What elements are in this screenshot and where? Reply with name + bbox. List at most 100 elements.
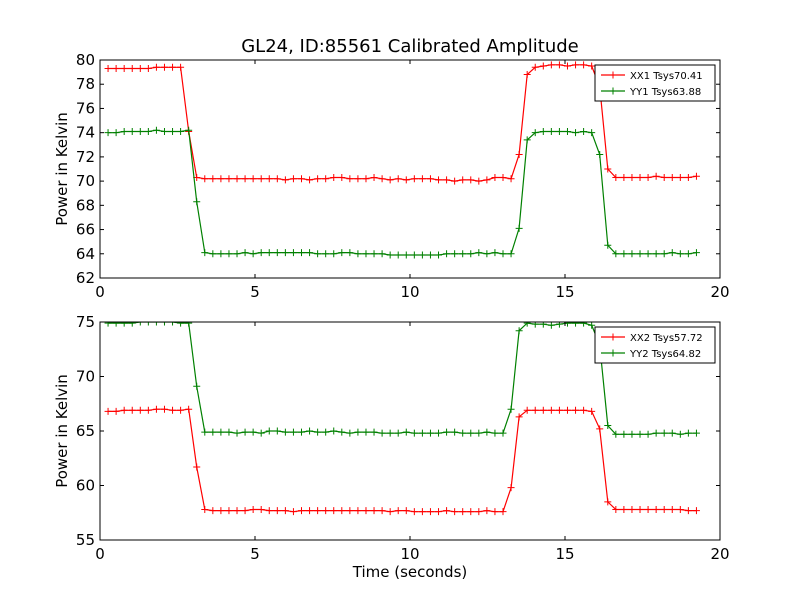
data-point xyxy=(289,428,297,436)
data-point xyxy=(362,250,370,258)
data-point xyxy=(426,508,434,516)
data-point xyxy=(394,175,402,183)
data-point xyxy=(225,250,233,258)
data-point xyxy=(612,430,620,438)
data-point xyxy=(306,176,314,184)
data-point xyxy=(531,406,539,414)
data-point xyxy=(588,322,596,329)
data-point xyxy=(402,507,410,515)
data-point xyxy=(136,127,144,135)
data-point xyxy=(483,507,491,515)
data-point xyxy=(249,428,257,436)
data-point xyxy=(547,322,555,329)
data-point xyxy=(620,250,628,258)
data-point xyxy=(298,428,305,436)
data-point xyxy=(443,428,451,436)
data-point xyxy=(483,428,491,436)
data-point xyxy=(322,175,330,183)
data-point xyxy=(499,429,507,437)
data-point xyxy=(394,251,402,259)
data-point xyxy=(289,508,297,516)
data-point xyxy=(588,129,596,137)
x-axis-label: Time (seconds) xyxy=(352,563,468,581)
data-point xyxy=(152,322,160,326)
y-axis-label: Power in Kelvin xyxy=(53,374,71,488)
data-point xyxy=(684,173,692,181)
data-point xyxy=(410,251,418,259)
data-point xyxy=(410,175,418,183)
x-tick-label: 15 xyxy=(555,545,574,563)
data-point xyxy=(346,175,354,183)
data-point xyxy=(314,428,322,436)
data-point xyxy=(676,250,684,258)
data-point xyxy=(233,507,241,515)
legend-label: YY1 Tsys63.88 xyxy=(629,87,701,98)
data-point xyxy=(563,406,571,414)
data-point xyxy=(120,127,128,135)
data-point xyxy=(523,406,531,414)
data-point xyxy=(177,127,185,135)
data-point xyxy=(644,250,652,258)
data-point xyxy=(144,406,152,414)
data-point xyxy=(555,406,563,414)
data-point xyxy=(104,129,112,137)
data-point xyxy=(378,250,386,258)
data-point xyxy=(144,64,152,72)
data-point xyxy=(185,126,193,134)
data-point xyxy=(378,175,386,183)
data-point xyxy=(217,507,225,515)
y-tick-label: 62 xyxy=(76,269,95,287)
data-point xyxy=(273,507,281,515)
data-point xyxy=(160,63,168,71)
data-point xyxy=(628,250,636,258)
x-tick-label: 10 xyxy=(400,283,419,301)
data-point xyxy=(233,250,241,258)
data-point xyxy=(547,127,555,135)
data-point xyxy=(314,507,322,515)
y-axis-label: Power in Kelvin xyxy=(53,112,71,226)
data-point xyxy=(636,430,644,438)
data-point xyxy=(152,405,160,413)
data-point xyxy=(636,250,644,258)
data-point xyxy=(273,249,281,257)
data-point xyxy=(426,251,434,259)
data-point xyxy=(386,429,394,437)
data-point xyxy=(225,428,233,436)
data-point xyxy=(225,175,233,183)
data-point xyxy=(177,63,185,71)
data-point xyxy=(491,173,499,181)
data-point xyxy=(402,428,410,436)
data-point xyxy=(104,407,112,415)
data-point xyxy=(362,428,370,436)
data-point xyxy=(217,175,225,183)
data-point xyxy=(451,428,459,436)
data-point xyxy=(628,173,636,181)
data-point xyxy=(289,249,297,257)
data-point xyxy=(596,150,604,158)
data-point xyxy=(435,251,443,259)
data-point xyxy=(394,429,402,437)
data-point xyxy=(193,463,201,471)
data-point xyxy=(580,406,588,414)
data-point xyxy=(652,172,660,180)
data-point xyxy=(330,427,338,435)
data-point xyxy=(684,250,692,258)
data-point xyxy=(580,322,588,327)
data-point xyxy=(201,505,209,513)
data-point xyxy=(338,249,346,257)
data-point xyxy=(443,176,451,184)
data-point xyxy=(531,322,539,328)
data-point xyxy=(580,61,588,69)
data-point xyxy=(370,250,378,258)
legend-label: YY2 Tsys64.82 xyxy=(629,349,701,360)
data-point xyxy=(136,322,144,326)
data-point xyxy=(322,507,330,515)
data-point xyxy=(620,430,628,438)
x-tick-label: 5 xyxy=(250,283,260,301)
data-point xyxy=(676,173,684,181)
data-point xyxy=(394,507,402,515)
data-point xyxy=(692,249,700,257)
data-point xyxy=(459,250,467,258)
data-point xyxy=(636,505,644,513)
data-point xyxy=(209,428,217,436)
